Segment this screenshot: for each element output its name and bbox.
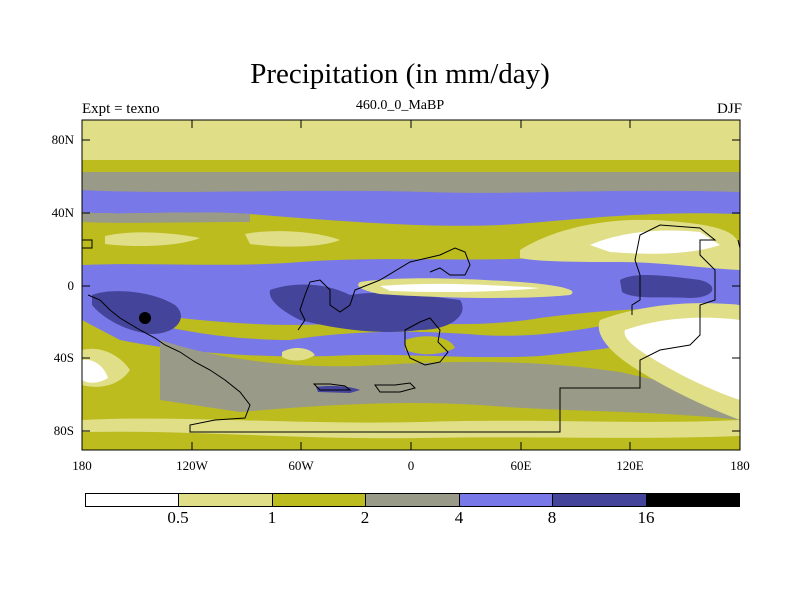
dry-north-light bbox=[105, 232, 200, 246]
lat-label-80n: 80N bbox=[51, 132, 74, 147]
lat-label-40s: 40S bbox=[53, 350, 74, 365]
lon-label-180w: 180 bbox=[72, 458, 92, 473]
colorbar-box bbox=[179, 494, 273, 506]
continent-outlines bbox=[82, 224, 740, 433]
season-label: DJF bbox=[716, 101, 742, 117]
band-north-storm bbox=[82, 190, 740, 226]
colorbar-box bbox=[366, 494, 460, 506]
plot-title: Precipitation (in mm/day) bbox=[250, 58, 550, 90]
core-central bbox=[269, 284, 463, 332]
dry-south-light bbox=[282, 348, 315, 361]
dry-southwest-white bbox=[82, 359, 108, 383]
band-south-grey bbox=[160, 340, 740, 420]
core-west-pacific bbox=[620, 275, 713, 298]
band-south-storm bbox=[82, 300, 740, 358]
lon-label-0: 0 bbox=[407, 458, 415, 473]
dry-north-light-2 bbox=[245, 231, 340, 247]
lon-label-120e: 120E bbox=[616, 458, 644, 473]
colorbar-box bbox=[459, 494, 554, 506]
lon-label-60w: 60W bbox=[288, 458, 314, 473]
colorbar-label: 16 bbox=[637, 508, 655, 527]
lat-label-80s: 80S bbox=[53, 423, 74, 438]
band-antarctic-inner bbox=[82, 431, 740, 450]
dry-southeast-white bbox=[624, 317, 740, 400]
lat-label-40n: 40N bbox=[51, 205, 74, 220]
band-high-north bbox=[82, 160, 740, 172]
lon-label-180e: 180 bbox=[730, 458, 750, 473]
colorbar-box bbox=[86, 494, 180, 506]
colorbar-label: 1 bbox=[267, 508, 277, 527]
colorbar-box bbox=[272, 494, 367, 506]
colorbar-box bbox=[553, 494, 647, 506]
axis-ticks bbox=[82, 120, 740, 450]
colorbar-label: 2 bbox=[360, 508, 370, 527]
lon-label-120w: 120W bbox=[176, 458, 208, 473]
band-north-grey-2 bbox=[82, 212, 250, 223]
band-north-grey bbox=[82, 172, 740, 193]
colorbar bbox=[85, 493, 740, 507]
dry-northeast-white bbox=[590, 230, 720, 254]
dry-equatorial-white bbox=[380, 283, 540, 292]
colorbar-box bbox=[646, 494, 739, 506]
lat-label-0: 0 bbox=[67, 278, 75, 293]
lon-label-60e: 60E bbox=[510, 458, 532, 473]
dry-south-olive bbox=[405, 336, 455, 355]
max-precip-core bbox=[139, 312, 151, 324]
colorbar-label: 0.5 bbox=[167, 508, 189, 527]
experiment-label: Expt = texno bbox=[82, 101, 160, 117]
colorbar-label: 4 bbox=[454, 508, 464, 527]
core-east-pacific bbox=[92, 291, 181, 335]
time-label: 460.0_0_MaBP bbox=[355, 98, 445, 113]
colorbar-label: 8 bbox=[547, 508, 557, 527]
